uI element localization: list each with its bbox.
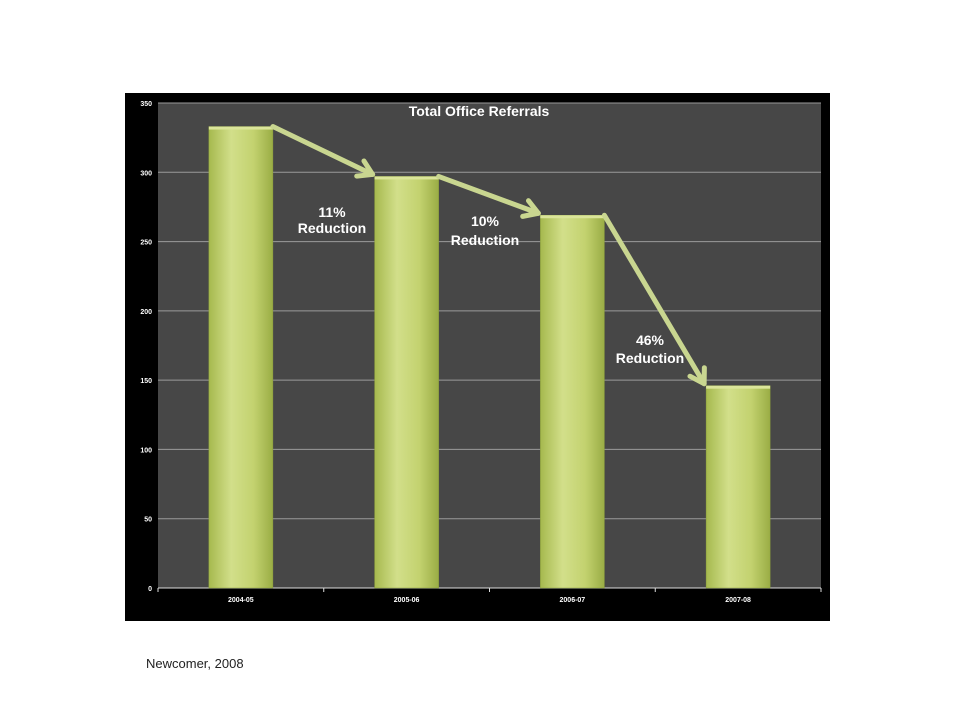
reduction-label: Reduction [298, 220, 366, 236]
y-tick-label: 300 [140, 170, 152, 177]
y-tick-label: 200 [140, 309, 152, 316]
reduction-label: Reduction [451, 232, 519, 248]
y-tick-label: 50 [144, 517, 152, 524]
bar-top-highlight [374, 176, 439, 180]
trend-arrow [601, 212, 707, 387]
bar [374, 176, 439, 589]
y-tick-label: 0 [148, 586, 152, 593]
chart-panel: 0 50 100 150 200 250 300 350 2004-05 2005-06 2006-… [125, 93, 830, 621]
y-tick-label: 100 [140, 447, 152, 454]
x-tick-label: 2004-05 [228, 597, 254, 604]
y-tick-label: 250 [140, 240, 152, 247]
trend-arrow [270, 124, 376, 179]
trend-arrows [270, 124, 707, 387]
bar-chart: 0 50 100 150 200 250 300 350 2004-05 2005-06 2006-… [140, 101, 822, 604]
chart-title: Total Office Referrals [409, 103, 550, 119]
x-tick-label: 2007-08 [725, 597, 751, 604]
bars [208, 126, 771, 589]
bar [208, 126, 274, 589]
reduction-percent: 46% [636, 332, 665, 348]
bar-top-highlight [706, 385, 771, 389]
bar [705, 385, 771, 589]
reduction-label: Reduction [616, 350, 684, 366]
x-tick-label: 2005-06 [394, 597, 420, 604]
reduction-percent: 11% [318, 204, 346, 220]
trend-arrow [436, 173, 541, 219]
y-tick-label: 150 [140, 378, 152, 385]
citation: Newcomer, 2008 [146, 656, 244, 671]
bar-top-highlight [208, 126, 273, 130]
bar-top-highlight [540, 215, 605, 219]
reduction-percent: 10% [471, 213, 500, 229]
chart-text: 0 50 100 150 200 250 300 350 2004-05 2005-06 2006-… [140, 101, 751, 604]
bar [540, 214, 605, 589]
x-tick-label: 2006-07 [560, 597, 586, 604]
y-tick-label: 350 [140, 101, 152, 108]
